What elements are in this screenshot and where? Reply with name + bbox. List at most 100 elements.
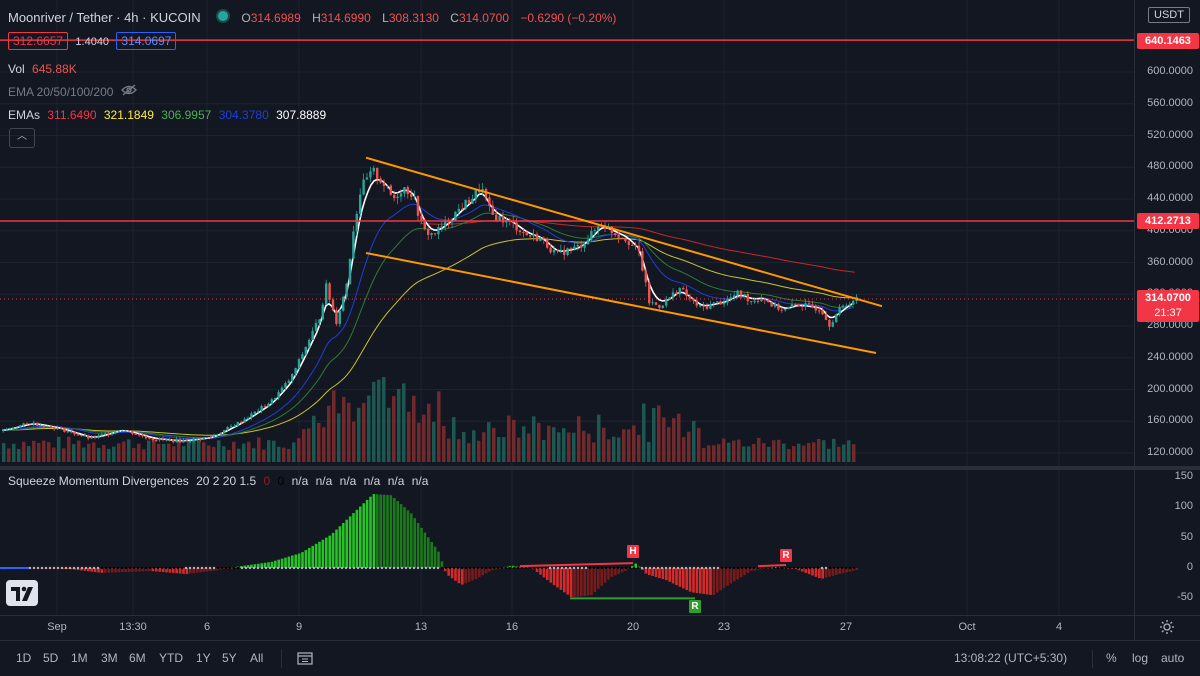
squeeze-dot [116,566,120,570]
volume-bar [452,417,456,462]
timeframe-1m[interactable]: 1M [71,651,88,665]
timeframe-1y[interactable]: 1Y [196,651,211,665]
ema-ribbon-legend[interactable]: EMA 20/50/100/200 [8,84,141,99]
candle-body [189,441,192,443]
momentum-bar [175,568,178,574]
volume-bar [102,445,106,462]
price-axis[interactable]: USDT 600.0000 560.0000 520.0000 480.0000 440… [1134,0,1200,466]
momentum-bar [277,559,280,568]
oscillator-pane[interactable]: Squeeze Momentum Divergences 20 2 20 1.5… [0,470,1134,615]
squeeze-dot [468,566,472,570]
squeeze-dot [360,566,364,570]
bid-box[interactable]: 312.6657 [8,32,69,50]
momentum-bar [189,568,192,574]
momentum-bar [257,563,260,568]
squeeze-dot [516,566,520,570]
price-chart[interactable] [0,0,1134,466]
timeframe-5d[interactable]: 5D [43,651,59,665]
osc-na-5: n/a [387,474,405,488]
squeeze-dot [712,566,716,570]
symbol-legend[interactable]: Moonriver / Tether · 4h · KUCOIN O314.69… [8,9,620,25]
candle-body [250,413,253,418]
momentum-bar [83,568,87,571]
oscillator-axis[interactable]: 150 100 50 0 -50 [1134,470,1200,615]
squeeze-dot [104,566,108,570]
momentum-bar [729,568,733,584]
candle-body [36,422,39,426]
squeeze-dot [580,566,584,570]
candle-body [376,167,379,179]
clock[interactable]: 13:08:22 (UTC+5:30) [954,651,1068,665]
eye-hidden-icon[interactable] [120,84,137,99]
candle-body [841,305,845,308]
momentum-bar [97,568,100,573]
candle-body [488,197,491,206]
timeframe-1d[interactable]: 1D [16,651,32,665]
candle-body [712,302,715,305]
price-pane[interactable]: Moonriver / Tether · 4h · KUCOIN O314.69… [0,0,1134,466]
momentum-bar [420,527,423,568]
timeframe-6m[interactable]: 6M [129,651,146,665]
date-range-icon[interactable] [296,650,314,669]
candle-body [206,437,209,439]
volume-legend[interactable]: Vol 645.88K [8,62,81,76]
candle-body [379,178,382,183]
squeeze-dot [68,566,72,570]
tradingview-logo[interactable] [6,580,38,606]
ask-box[interactable]: 314.0697 [116,32,177,50]
symbol-title[interactable]: Moonriver / Tether · 4h · KUCOIN [8,10,201,25]
oscillator-legend[interactable]: Squeeze Momentum Divergences 20 2 20 1.5… [8,474,432,488]
squeeze-dot [408,566,412,570]
candle-body [260,406,263,411]
time-axis[interactable]: Sep 13:30 6 9 13 16 20 23 27 Oct 4 [0,615,1134,640]
squeeze-dot [252,566,256,570]
momentum-bar [695,568,699,594]
squeeze-dot [612,566,616,570]
candle-body [838,307,841,315]
momentum-bar [209,568,212,572]
volume-bar [652,408,656,462]
log-toggle[interactable]: log [1132,651,1149,665]
volume-bar [142,449,146,462]
squeeze-dot [132,566,136,570]
currency-button[interactable]: USDT [1148,7,1190,23]
candle-body [641,251,644,271]
pane-separator[interactable] [0,466,1200,470]
timeframe-ytd[interactable]: YTD [159,651,183,665]
candle-body [801,306,804,308]
squeeze-dot [376,566,380,570]
hline-mid-tag: 412.2713 [1137,213,1199,229]
momentum-bar [433,546,437,568]
momentum-bar [393,497,396,568]
squeeze-dot [188,566,192,570]
timeframe-3m[interactable]: 3M [101,651,118,665]
percent-toggle[interactable]: % [1106,651,1117,665]
candle-body [532,234,535,237]
volume-bar [147,440,151,462]
volume-bar [487,422,491,462]
squeeze-dot [544,566,548,570]
ema-ribbon-label: EMA 20/50/100/200 [8,85,114,99]
squeeze-dot [320,566,324,570]
timeframe-5y[interactable]: 5Y [222,651,237,665]
candle-body [597,226,600,231]
candle-body [56,427,59,430]
volume-bar [612,436,616,462]
gear-icon[interactable] [1159,619,1175,638]
volume-bar [182,446,186,462]
squeeze-dot [44,566,48,570]
momentum-bar [818,568,821,579]
osc-title: Squeeze Momentum Divergences [8,474,189,488]
momentum-bar [335,529,338,568]
timeframe-all[interactable]: All [250,651,264,665]
volume-bar [172,446,176,462]
emas-legend[interactable]: EMAs 311.6490 321.1849 306.9957 304.3780… [8,108,330,122]
collapse-legend-button[interactable]: ︿ [9,128,35,148]
auto-toggle[interactable]: auto [1161,651,1185,665]
price-tick: 120.0000 [1147,446,1193,458]
candle-body [467,199,471,204]
volume-bar [587,433,591,462]
oscillator-chart[interactable] [0,470,1134,615]
volume-bar [357,407,361,462]
volume-bar [372,381,376,462]
